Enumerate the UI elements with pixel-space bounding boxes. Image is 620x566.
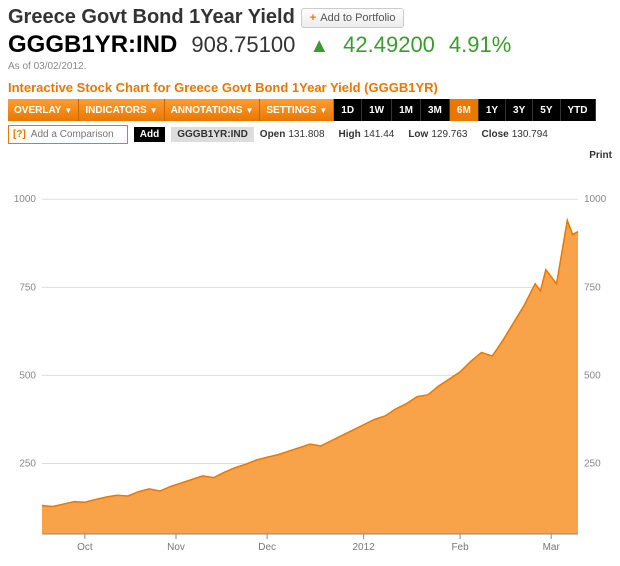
svg-text:750: 750 — [19, 282, 36, 293]
area-chart[interactable]: 250 250 500 500 750 750 1000 1000 Oct Nov Dec 2012 F… — [0, 146, 620, 566]
svg-text:Mar: Mar — [543, 542, 561, 553]
toolbar-overlay-button[interactable]: OVERLAY ▼ — [8, 99, 79, 121]
last-price: 908.75100 — [191, 32, 295, 58]
svg-text:500: 500 — [19, 370, 36, 381]
add-to-portfolio-button[interactable]: + Add to Portfolio — [301, 8, 405, 28]
svg-text:250: 250 — [19, 459, 36, 470]
svg-text:1000: 1000 — [584, 194, 607, 205]
page-title: Greece Govt Bond 1Year Yield — [8, 6, 295, 29]
range-1w-button[interactable]: 1W — [362, 99, 392, 121]
ticker-symbol: GGGB1YR:IND — [8, 31, 177, 59]
svg-text:2012: 2012 — [352, 542, 375, 553]
svg-text:500: 500 — [584, 370, 601, 381]
chevron-down-icon: ▼ — [319, 106, 327, 115]
svg-text:Oct: Oct — [77, 542, 93, 553]
svg-text:Nov: Nov — [167, 542, 185, 553]
toolbar-indicators-button[interactable]: INDICATORS ▼ — [79, 99, 164, 121]
chevron-down-icon: ▼ — [64, 106, 72, 115]
close-label: Close — [481, 129, 508, 140]
chart-title: Interactive Stock Chart for Greece Govt … — [8, 80, 612, 95]
toolbar-settings-button[interactable]: SETTINGS ▼ — [260, 99, 334, 121]
chart-container: Print 250 250 500 500 750 750 1000 1000 Oct Nov De… — [0, 146, 620, 566]
chevron-down-icon: ▼ — [245, 106, 253, 115]
toolbar-annotations-button[interactable]: ANNOTATIONS ▼ — [165, 99, 261, 121]
print-button[interactable]: Print — [589, 150, 612, 161]
high-value: 141.44 — [364, 129, 395, 140]
plus-icon: + — [310, 12, 316, 24]
open-label: Open — [260, 129, 286, 140]
range-1m-button[interactable]: 1M — [392, 99, 421, 121]
range-3y-button[interactable]: 3Y — [506, 99, 533, 121]
ohlc-display: Open131.808 High141.44 Low129.763 Close 1… — [260, 129, 548, 140]
range-3m-button[interactable]: 3M — [421, 99, 450, 121]
svg-text:250: 250 — [584, 459, 601, 470]
range-5y-button[interactable]: 5Y — [533, 99, 560, 121]
range-6m-button[interactable]: 6M — [450, 99, 479, 121]
svg-text:Feb: Feb — [451, 542, 469, 553]
range-1y-button[interactable]: 1Y — [479, 99, 506, 121]
ticker-pill[interactable]: GGGB1YR:IND — [171, 127, 254, 142]
svg-text:Dec: Dec — [258, 542, 276, 553]
help-icon[interactable]: [?] — [13, 129, 26, 140]
add-comparison-button[interactable]: Add — [134, 127, 165, 142]
range-ytd-button[interactable]: YTD — [561, 99, 596, 121]
price-change-pct: 4.91% — [449, 32, 511, 58]
low-label: Low — [408, 129, 428, 140]
chevron-down-icon: ▼ — [150, 106, 158, 115]
arrow-up-icon: ▲ — [309, 35, 329, 58]
close-value: 130.794 — [512, 129, 548, 140]
open-value: 131.808 — [288, 129, 324, 140]
low-value: 129.763 — [431, 129, 467, 140]
as-of-date: As of 03/02/2012. — [8, 61, 612, 72]
chart-toolbar: OVERLAY ▼INDICATORS ▼ANNOTATIONS ▼SETTIN… — [8, 99, 612, 121]
svg-text:1000: 1000 — [14, 194, 37, 205]
add-to-portfolio-label: Add to Portfolio — [320, 12, 395, 24]
comparison-input[interactable] — [29, 128, 123, 141]
svg-text:750: 750 — [584, 282, 601, 293]
high-label: High — [339, 129, 361, 140]
price-change: 42.49200 — [343, 32, 435, 58]
comparison-box[interactable]: [?] — [8, 125, 128, 144]
range-1d-button[interactable]: 1D — [334, 99, 362, 121]
